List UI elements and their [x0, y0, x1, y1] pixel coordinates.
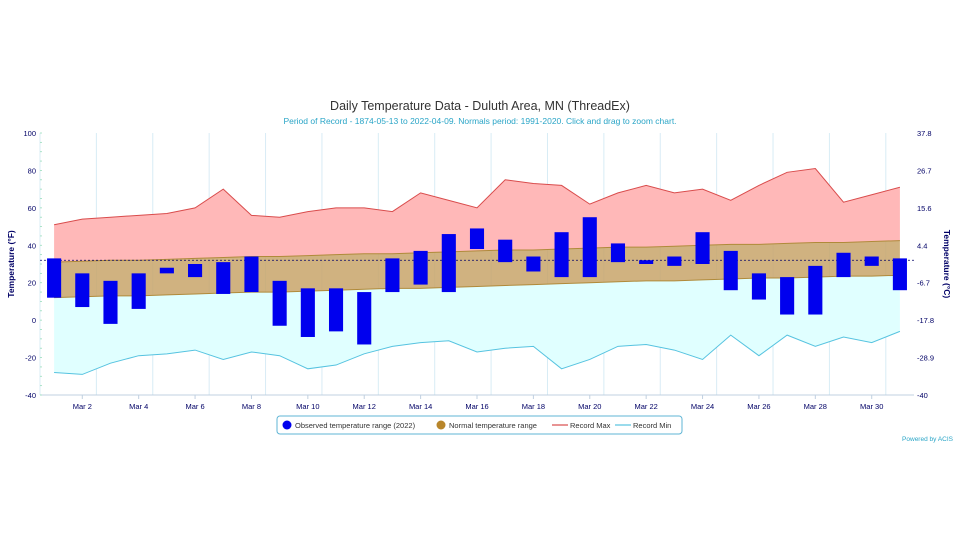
observed-bar[interactable]	[75, 273, 90, 308]
normal-high-line	[54, 240, 900, 263]
observed-bar[interactable]	[159, 267, 174, 274]
observed-bar[interactable]	[413, 250, 428, 285]
normal-range-area	[54, 240, 900, 298]
observed-bars[interactable]	[47, 217, 907, 345]
x-tick-label: Mar 18	[522, 402, 545, 411]
y-right-tick-label: 4.4	[917, 241, 927, 250]
x-tick-label: Mar 12	[353, 402, 376, 411]
x-tick-label: Mar 4	[129, 402, 148, 411]
y-right-tick-label: -40	[917, 391, 928, 400]
observed-bar[interactable]	[357, 292, 372, 345]
chart-subtitle: Period of Record - 1874-05-13 to 2022-04…	[283, 116, 677, 126]
x-tick-label: Mar 22	[634, 402, 657, 411]
observed-bar[interactable]	[498, 239, 513, 263]
legend-observed-label[interactable]: Observed temperature range (2022)	[295, 421, 416, 430]
y-tick-label: 100	[23, 129, 36, 138]
x-tick-label: Mar 30	[860, 402, 883, 411]
observed-bar[interactable]	[864, 256, 879, 266]
record-max-line	[53, 168, 901, 226]
y-right-tick-label: 37.8	[917, 129, 932, 138]
observed-bar[interactable]	[780, 277, 795, 315]
observed-bar[interactable]	[526, 256, 541, 272]
x-tick-label: Mar 6	[185, 402, 204, 411]
observed-bar[interactable]	[47, 258, 62, 298]
y-tick-label: 40	[28, 241, 36, 250]
y-axis-title: Temperature (°F)	[6, 230, 16, 298]
record-max-area	[54, 168, 900, 263]
legend-record-min-label[interactable]: Record Min	[633, 421, 671, 430]
area-layer	[40, 168, 914, 375]
y-tick-label: 60	[28, 204, 36, 213]
observed-bar[interactable]	[808, 265, 823, 315]
observed-bar[interactable]	[328, 288, 344, 332]
x-tick-label: Mar 10	[296, 402, 319, 411]
x-tick-label: Mar 8	[242, 402, 261, 411]
observed-bar[interactable]	[385, 258, 400, 293]
x-tick-label: Mar 14	[409, 402, 432, 411]
y-axis-right-title: Temperature (°C)	[942, 230, 952, 299]
legend-normal-marker	[436, 420, 446, 430]
legend[interactable]: Observed temperature range (2022) Normal …	[276, 415, 683, 435]
x-tick-label: Mar 2	[73, 402, 92, 411]
observed-bar[interactable]	[667, 256, 682, 266]
legend-normal-label[interactable]: Normal temperature range	[449, 421, 537, 430]
observed-bar[interactable]	[188, 264, 203, 278]
observed-bar[interactable]	[272, 280, 287, 326]
y-right-tick-label: -28.9	[917, 354, 934, 363]
credit-link[interactable]: Powered by ACIS	[902, 436, 953, 443]
observed-bar[interactable]	[131, 273, 146, 309]
y-tick-label: -20	[25, 354, 36, 363]
observed-bar[interactable]	[723, 250, 738, 291]
legend-box	[276, 415, 683, 435]
observed-bar[interactable]	[244, 256, 259, 293]
y-right-tick-label: -6.7	[917, 279, 930, 288]
y-right-tick-label: 26.7	[917, 166, 932, 175]
observed-bar[interactable]	[216, 262, 231, 294]
observed-bar[interactable]	[639, 260, 654, 264]
y-tick-label: -40	[25, 391, 36, 400]
y-right-tick-label: -17.8	[917, 316, 934, 325]
x-tick-label: Mar 28	[804, 402, 827, 411]
y-tick-label: 0	[32, 316, 36, 325]
observed-bar[interactable]	[441, 234, 456, 293]
y-tick-label: 80	[28, 166, 36, 175]
legend-observed-marker	[282, 420, 292, 430]
observed-bar[interactable]	[695, 232, 710, 264]
legend-record-max-label[interactable]: Record Max	[570, 421, 611, 430]
axes: -40 -40 -20 -28.9 0 -17.8 20 -6.7 40 4.4 60 15.6 80 2…	[6, 129, 952, 411]
observed-bar[interactable]	[300, 288, 315, 337]
record-min-area	[54, 275, 900, 375]
y-right-tick-label: 15.6	[917, 204, 932, 213]
observed-bar[interactable]	[610, 243, 626, 263]
observed-bar[interactable]	[836, 252, 851, 278]
observed-bar[interactable]	[582, 217, 597, 278]
observed-bar[interactable]	[892, 258, 907, 291]
observed-bar[interactable]	[103, 280, 118, 324]
x-tick-label: Mar 26	[747, 402, 770, 411]
observed-bar[interactable]	[469, 228, 485, 250]
record-min-line	[54, 330, 901, 375]
x-tick-label: Mar 16	[465, 402, 488, 411]
observed-bar[interactable]	[751, 273, 766, 300]
observed-bar[interactable]	[554, 232, 569, 278]
x-tick-label: Mar 20	[578, 402, 601, 411]
y-tick-label: 20	[28, 279, 36, 288]
x-tick-label: Mar 24	[691, 402, 714, 411]
chart-title: Daily Temperature Data - Duluth Area, MN…	[330, 99, 630, 113]
